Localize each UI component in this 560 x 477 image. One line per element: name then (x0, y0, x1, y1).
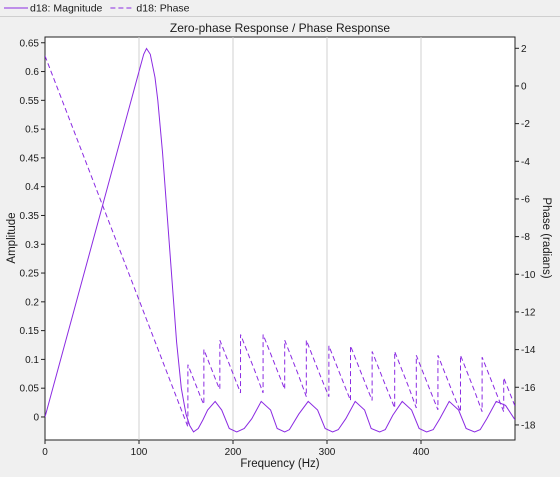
y2-tick-label: -12 (521, 307, 536, 318)
y2-tick-label: -4 (521, 157, 530, 168)
y-tick-label: 0.1 (25, 355, 39, 366)
y-tick-label: 0.6 (25, 67, 39, 78)
y-tick-label: 0.2 (25, 297, 39, 308)
y-tick-label: 0.45 (20, 153, 40, 164)
y2-tick-label: 0 (521, 81, 527, 92)
chart-title: Zero-phase Response / Phase Response (170, 21, 390, 35)
plot-area (44, 36, 516, 441)
x-tick-label: 300 (319, 447, 336, 458)
y-tick-label: 0 (33, 412, 39, 423)
y-tick-label: 0.55 (20, 96, 40, 107)
y-tick-label: 0.5 (25, 125, 39, 136)
y2-tick-label: 2 (521, 44, 527, 55)
y2-tick-label: -2 (521, 119, 530, 130)
legend-entry: d18: Magnitude (30, 3, 103, 15)
x-tick-label: 200 (225, 447, 242, 458)
x-axis-label: Frequency (Hz) (240, 458, 319, 470)
y2-tick-label: -6 (521, 194, 530, 205)
y-tick-label: 0.15 (20, 326, 40, 337)
y-axis-right: -18 -16 -14 -12 -10 -8 -6 -4 -2 0 2 (515, 44, 536, 431)
y2-tick-label: -16 (521, 383, 536, 394)
y-tick-label: 0.65 (20, 38, 40, 49)
y2-tick-label: -14 (521, 345, 536, 356)
x-tick-label: 100 (131, 447, 148, 458)
y-tick-label: 0.3 (25, 240, 39, 251)
y2-tick-label: -10 (521, 270, 536, 281)
y2-axis-label: Phase (radians) (540, 197, 552, 278)
y-axis-left: 0 0.05 0.1 0.15 0.2 0.25 0.3 0.35 0.4 0.45 0.5 0.55… (20, 38, 45, 423)
series-line-magnitude (45, 47, 515, 433)
legend: d18: Magnitude d18: Phase (0, 3, 560, 17)
y-tick-label: 0.25 (20, 269, 40, 280)
x-axis: 0 100 200 300 400 (42, 440, 430, 458)
y-tick-label: 0.05 (20, 384, 40, 395)
y-tick-label: 0.4 (25, 182, 39, 193)
y2-tick-label: -18 (521, 420, 536, 431)
legend-entry: d18: Phase (136, 3, 189, 15)
series-line-phase (45, 55, 515, 427)
series-layer (45, 47, 515, 433)
y2-tick-label: -8 (521, 232, 530, 243)
x-tick-label: 0 (42, 447, 48, 458)
x-tick-label: 400 (413, 447, 430, 458)
y-axis-label: Amplitude (6, 212, 18, 263)
y-tick-label: 0.35 (20, 211, 40, 222)
